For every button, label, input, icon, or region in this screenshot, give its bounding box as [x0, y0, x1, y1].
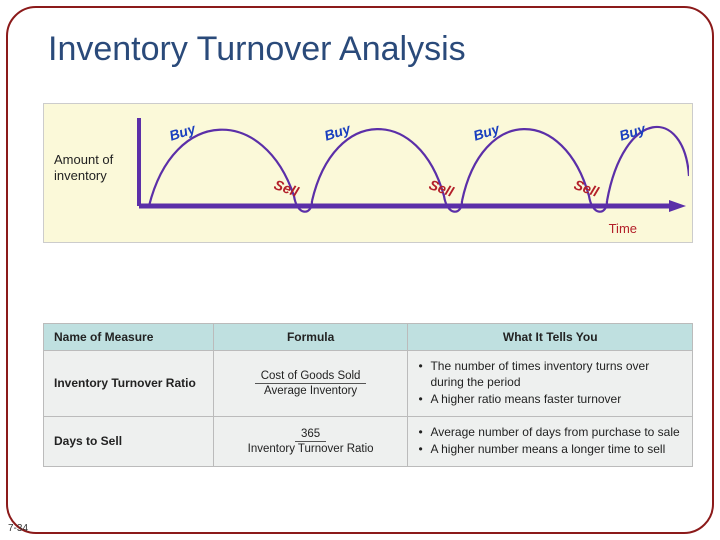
diagram-svg: [134, 116, 689, 226]
measure-table: Name of Measure Formula What It Tells Yo…: [43, 323, 693, 467]
measure-name: Days to Sell: [44, 416, 214, 466]
formula-numerator: 365: [295, 428, 326, 442]
table-row: Days to Sell 365 Inventory Turnover Rati…: [44, 416, 693, 466]
table-header-row: Name of Measure Formula What It Tells Yo…: [44, 324, 693, 351]
tells-bullet: The number of times inventory turns over…: [418, 359, 682, 390]
tells-bullet: A higher number means a longer time to s…: [418, 442, 682, 458]
ylabel-line1: Amount of: [54, 152, 113, 167]
measure-name: Inventory Turnover Ratio: [44, 351, 214, 417]
slide-title: Inventory Turnover Analysis: [48, 30, 466, 69]
formula-denominator: Inventory Turnover Ratio: [224, 442, 398, 455]
measure-formula: 365 Inventory Turnover Ratio: [213, 416, 408, 466]
ylabel-line2: inventory: [54, 168, 107, 183]
formula-denominator: Average Inventory: [224, 384, 398, 397]
x-axis-label: Time: [609, 221, 637, 236]
measure-formula: Cost of Goods Sold Average Inventory: [213, 351, 408, 417]
tells-bullet: Average number of days from purchase to …: [418, 425, 682, 441]
slide-frame: Inventory Turnover Analysis Amount of in…: [6, 6, 714, 534]
table-row: Inventory Turnover Ratio Cost of Goods S…: [44, 351, 693, 417]
formula-numerator: Cost of Goods Sold: [255, 370, 367, 384]
tells-bullet: A higher ratio means faster turnover: [418, 392, 682, 408]
header-tells: What It Tells You: [408, 324, 693, 351]
header-name: Name of Measure: [44, 324, 214, 351]
measure-tells: The number of times inventory turns over…: [408, 351, 693, 417]
measure-tells: Average number of days from purchase to …: [408, 416, 693, 466]
header-formula: Formula: [213, 324, 408, 351]
page-number: 7-34: [8, 523, 28, 534]
y-axis-label: Amount of inventory: [54, 152, 113, 185]
inventory-cycle-diagram: Amount of inventory Buy Sell Buy Sell Bu…: [43, 103, 693, 243]
